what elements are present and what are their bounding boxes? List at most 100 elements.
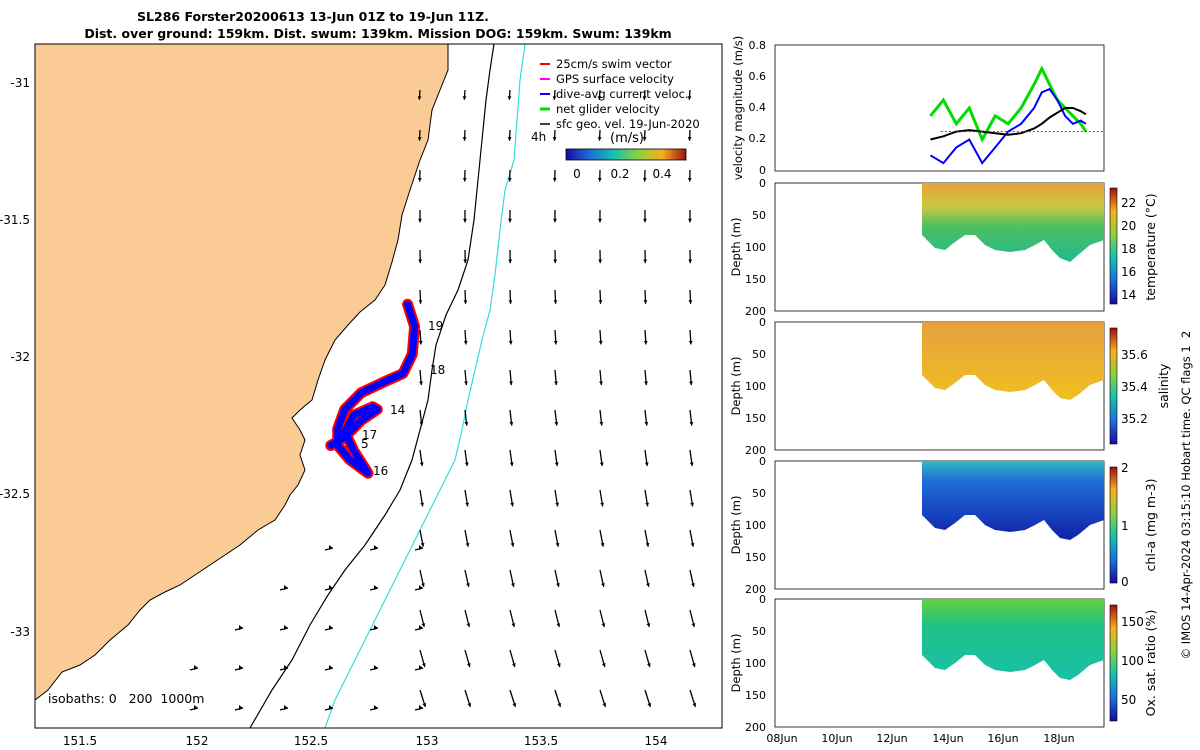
oxygen-field	[922, 599, 1104, 680]
current-arrow	[688, 329, 693, 345]
current-arrow	[598, 249, 603, 264]
current-arrow	[324, 585, 334, 591]
current-arrow	[509, 649, 516, 668]
current-arrow	[509, 369, 513, 386]
current-arrow	[508, 329, 513, 345]
current-arrow	[462, 169, 467, 182]
map-x-tick: 154	[645, 734, 668, 748]
temperature-depth-tick: 100	[745, 241, 766, 254]
chla-field	[922, 461, 1104, 540]
current-arrow	[643, 209, 647, 223]
current-arrow	[643, 289, 648, 304]
salinity-cbar-tick: 35.4	[1121, 380, 1148, 394]
current-arrow	[644, 489, 650, 507]
current-arrow	[419, 449, 424, 467]
chla-depth-tick: 100	[745, 519, 766, 532]
salinity-cbar-tick: 35.2	[1121, 412, 1148, 426]
current-arrow	[464, 489, 470, 507]
current-arrow	[369, 665, 379, 671]
oxygen-cbar-tick: 50	[1121, 693, 1136, 707]
current-arrow	[553, 249, 558, 264]
temperature-depth-tick: 200	[745, 305, 766, 318]
dive-avg-trace	[327, 300, 419, 477]
current-arrow	[599, 649, 606, 668]
velocity-y-tick: 0.2	[749, 132, 767, 145]
current-arrow	[644, 529, 650, 547]
current-arrow	[687, 89, 692, 100]
map-panel: 151.5 152 152.5 153 153.5 154 -31 -31.5 …	[0, 43, 723, 748]
isobaths-label: isobaths: 0 200 1000m	[48, 691, 204, 706]
temperature-depth-tick: 50	[752, 209, 766, 222]
chla-panel: 0 50 100 150 200 Depth (m) 2 1 0 chl-a (…	[729, 455, 1158, 596]
current-arrow	[643, 249, 648, 264]
current-arrow	[509, 689, 517, 708]
salinity-depth-tick: 200	[745, 444, 766, 457]
current-arrow	[507, 89, 512, 100]
current-arrow	[689, 369, 693, 386]
map-y-tick: -32	[10, 350, 30, 364]
current-arrow	[464, 689, 472, 708]
current-arrow	[414, 585, 424, 591]
legend-item-dive-avg: dive-avg current veloc.	[540, 87, 689, 101]
map-x-tick: 153.5	[524, 734, 558, 748]
velocity-ylabel: velocity magnitude (m/s)	[731, 36, 745, 181]
chla-cbar-tick: 2	[1121, 461, 1129, 475]
current-arrow	[598, 209, 602, 223]
velocity-panel: 0 0.2 0.4 0.6 0.8 velocity magnitude (m/…	[731, 36, 1105, 181]
current-arrow	[597, 129, 602, 141]
time-tick: 08Jun	[766, 732, 797, 745]
current-arrow	[644, 409, 649, 426]
map-colorbar-title: (m/s)	[610, 131, 644, 146]
current-arrow	[642, 89, 647, 100]
chla-depth-tick: 150	[745, 551, 766, 564]
temperature-panel: 0 50 100 150 200 Depth (m) 22 20 18 16 1…	[729, 177, 1158, 318]
current-arrow	[464, 369, 468, 386]
current-arrow	[553, 329, 558, 345]
current-arrow	[414, 665, 424, 671]
oxygen-depth-tick: 100	[745, 657, 766, 670]
current-arrow	[418, 289, 423, 304]
current-arrow	[279, 665, 289, 671]
map-x-tick: 152	[186, 734, 209, 748]
footer-credit: © IMOS 14-Apr-2024 03:15:10 Hobart time.…	[1179, 331, 1193, 660]
title-line-2: Dist. over ground: 159km. Dist. swum: 13…	[84, 26, 671, 41]
time-tick: 14Jun	[932, 732, 963, 745]
current-arrow	[508, 289, 513, 304]
current-arrow	[688, 289, 693, 304]
current-arrow	[552, 89, 557, 100]
profile-panels: 0 50 100 150 200 Depth (m) 22 20 18 16 1…	[729, 177, 1171, 734]
day-label: 17	[362, 428, 377, 442]
chla-depth-tick: 50	[752, 487, 766, 500]
current-arrow	[464, 649, 471, 668]
current-arrow	[189, 705, 199, 711]
current-arrow	[418, 209, 422, 223]
current-arrow	[554, 489, 560, 507]
current-arrow	[687, 129, 692, 141]
map-y-tick: -33	[10, 625, 30, 639]
current-arrow	[689, 489, 695, 507]
current-arrow	[418, 329, 423, 345]
day-label-alt: 5	[361, 437, 369, 451]
legend-label: net glider velocity	[556, 102, 660, 116]
current-arrow	[599, 569, 605, 588]
map-y-tick: -32.5	[0, 487, 30, 501]
current-arrow	[417, 169, 422, 182]
legend-item-gps: GPS surface velocity	[540, 72, 674, 86]
time-tick: 10Jun	[821, 732, 852, 745]
current-arrow	[419, 489, 425, 507]
current-arrow	[689, 609, 696, 628]
current-arrow	[279, 585, 289, 591]
map-x-tick: 153	[416, 734, 439, 748]
oxygen-colorbar	[1109, 604, 1118, 722]
velocity-y-tick: 0.6	[749, 70, 767, 83]
current-arrow	[642, 129, 647, 141]
temperature-depth-tick: 150	[745, 273, 766, 286]
current-arrow	[689, 689, 697, 708]
current-arrow	[189, 665, 199, 671]
time-axis: 08Jun 10Jun 12Jun 14Jun 16Jun 18Jun	[766, 732, 1074, 745]
current-arrow	[509, 529, 515, 547]
chla-cbar-tick: 0	[1121, 575, 1129, 589]
map-colorbar-tick: 0.4	[652, 167, 671, 181]
legend-label: 25cm/s swim vector	[556, 57, 672, 71]
current-arrow	[462, 129, 467, 141]
